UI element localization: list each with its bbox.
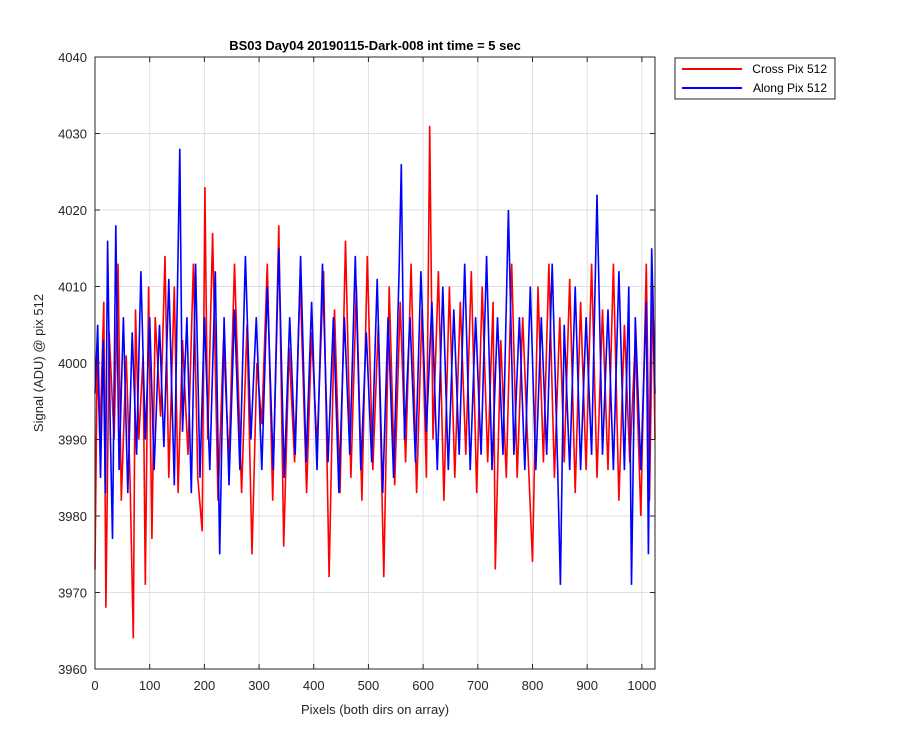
x-tick-label: 500 (358, 678, 380, 693)
x-tick-label: 300 (248, 678, 270, 693)
x-tick-label: 400 (303, 678, 325, 693)
legend: Cross Pix 512 Along Pix 512 (674, 57, 836, 100)
chart-title: BS03 Day04 20190115-Dark-008 int time = … (229, 38, 521, 53)
y-tick-label: 3960 (58, 662, 87, 677)
x-tick-label: 0 (91, 678, 98, 693)
x-tick-label: 1000 (627, 678, 656, 693)
y-tick-label: 3980 (58, 509, 87, 524)
y-tick-label: 3970 (58, 586, 87, 601)
y-tick-label: 4010 (58, 280, 87, 295)
x-tick-label: 700 (467, 678, 489, 693)
y-axis-label: Signal (ADU) @ pix 512 (31, 294, 46, 432)
x-tick-label: 100 (139, 678, 161, 693)
y-tick-label: 4040 (58, 50, 87, 65)
x-tick-label: 600 (412, 678, 434, 693)
legend-box (674, 57, 836, 100)
y-tick-label: 3990 (58, 433, 87, 448)
y-tick-label: 4000 (58, 356, 87, 371)
x-tick-label: 800 (522, 678, 544, 693)
x-axis-label: Pixels (both dirs on array) (301, 702, 449, 717)
series-line-along-pix-512 (94, 148, 656, 585)
x-tick-label: 200 (194, 678, 216, 693)
y-tick-label: 4030 (58, 127, 87, 142)
y-tick-label: 4020 (58, 203, 87, 218)
legend-label-cross-pix-512: Cross Pix 512 (752, 62, 827, 76)
legend-label-along-pix-512: Along Pix 512 (753, 81, 827, 95)
x-tick-label: 900 (576, 678, 598, 693)
ticks (94, 56, 655, 670)
series-layer (94, 125, 656, 639)
x-tick-labels: 0 100 200 300 400 500 600 700 800 900 1000 (91, 678, 656, 693)
y-tick-labels: 3960 3970 3980 3990 4000 4010 4020 4030 4040 (58, 50, 87, 677)
